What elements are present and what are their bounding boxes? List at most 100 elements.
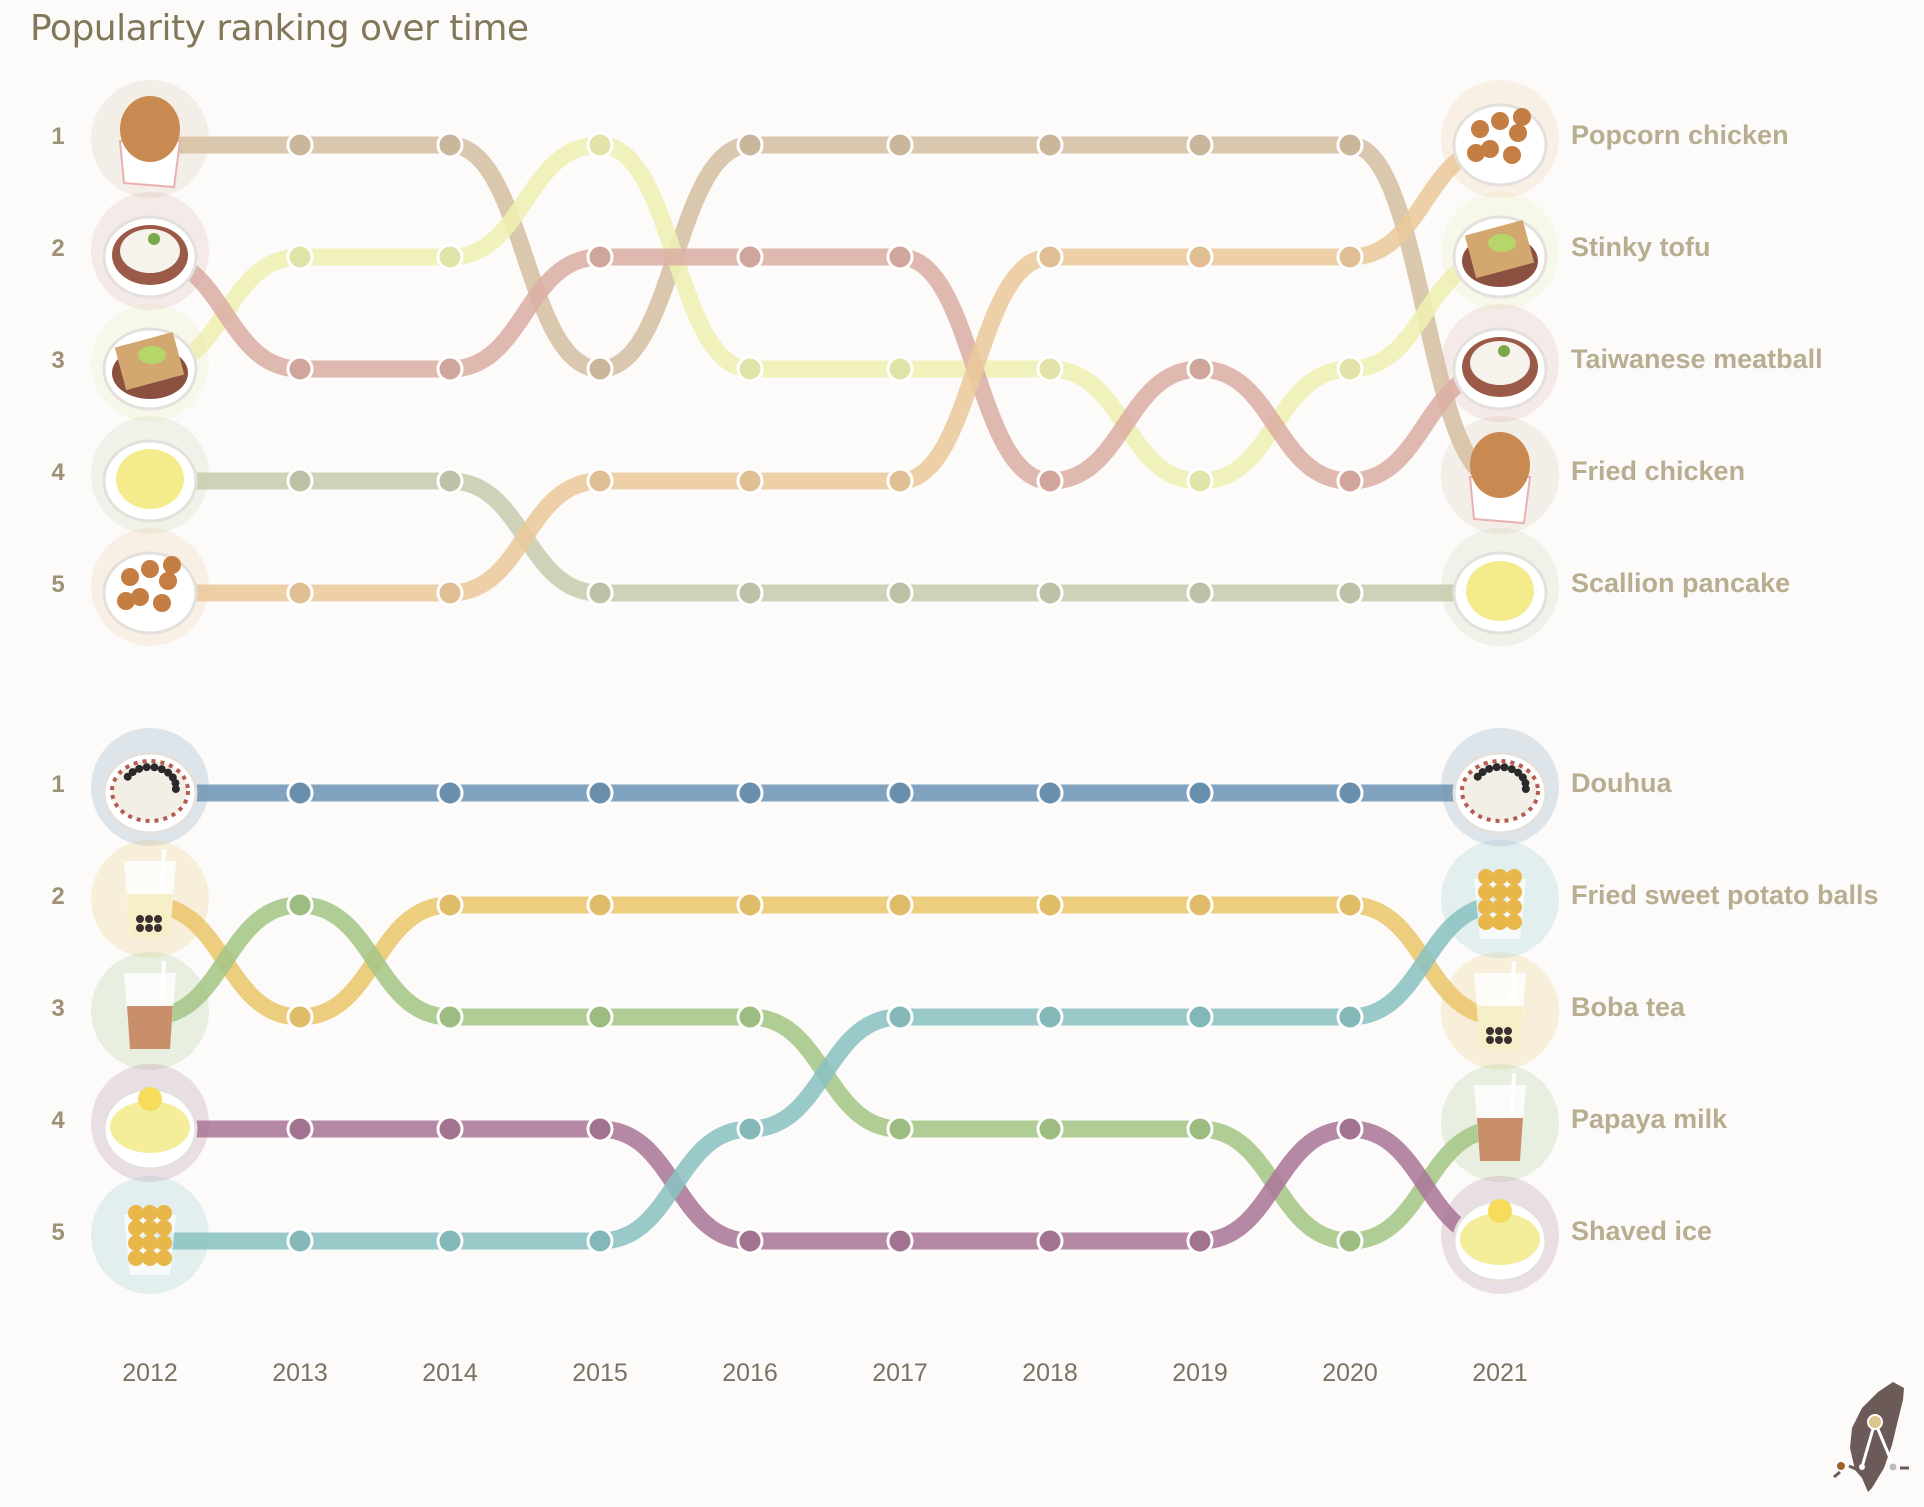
data-point-douhua[interactable] <box>1036 779 1064 807</box>
data-point-boba-tea[interactable] <box>736 891 764 919</box>
data-point-scallion-pancake[interactable] <box>736 579 764 607</box>
data-point-fried-sweet-potato-balls[interactable] <box>886 1003 914 1031</box>
data-point-shaved-ice[interactable] <box>286 1115 314 1143</box>
data-point-scallion-pancake[interactable] <box>1186 579 1214 607</box>
data-point-scallion-pancake[interactable] <box>436 467 464 495</box>
red-bean <box>171 784 180 793</box>
data-point-papaya-milk[interactable] <box>1036 1115 1064 1143</box>
boba-tea-icon <box>1441 952 1559 1070</box>
data-point-shaved-ice[interactable] <box>1186 1227 1214 1255</box>
red-bean <box>157 765 166 774</box>
potato-ball <box>142 1220 158 1236</box>
papaya-milk-icon <box>1441 1064 1559 1182</box>
data-point-popcorn-chicken[interactable] <box>1186 243 1214 271</box>
data-point-scallion-pancake[interactable] <box>1036 579 1064 607</box>
data-point-taiwanese-meatball[interactable] <box>436 355 464 383</box>
data-point-papaya-milk[interactable] <box>1186 1115 1214 1143</box>
data-point-fried-chicken[interactable] <box>1186 131 1214 159</box>
data-point-papaya-milk[interactable] <box>436 1003 464 1031</box>
data-point-fried-sweet-potato-balls[interactable] <box>1336 1003 1364 1031</box>
data-point-popcorn-chicken[interactable] <box>1036 243 1064 271</box>
data-point-stinky-tofu[interactable] <box>886 355 914 383</box>
data-point-douhua[interactable] <box>586 779 614 807</box>
data-point-papaya-milk[interactable] <box>586 1003 614 1031</box>
data-point-popcorn-chicken[interactable] <box>286 579 314 607</box>
data-point-popcorn-chicken[interactable] <box>736 467 764 495</box>
series-line-fried-sweet-potato-balls <box>141 896 1509 1250</box>
data-point-stinky-tofu[interactable] <box>586 131 614 159</box>
data-point-boba-tea[interactable] <box>1186 891 1214 919</box>
data-point-fried-chicken[interactable] <box>1336 131 1364 159</box>
shaved-ice-mound <box>1460 1213 1540 1265</box>
series-line-taiwanese-meatball <box>141 248 1509 490</box>
taiwanese-meatball-icon <box>1441 304 1559 422</box>
data-point-douhua[interactable] <box>436 779 464 807</box>
data-point-taiwanese-meatball[interactable] <box>586 243 614 271</box>
data-point-douhua[interactable] <box>286 779 314 807</box>
data-point-taiwanese-meatball[interactable] <box>1186 355 1214 383</box>
data-point-fried-sweet-potato-balls[interactable] <box>586 1227 614 1255</box>
data-point-taiwanese-meatball[interactable] <box>736 243 764 271</box>
data-point-boba-tea[interactable] <box>1336 891 1364 919</box>
data-point-popcorn-chicken[interactable] <box>886 467 914 495</box>
data-point-shaved-ice[interactable] <box>736 1227 764 1255</box>
data-point-shaved-ice[interactable] <box>1036 1227 1064 1255</box>
data-point-fried-sweet-potato-balls[interactable] <box>1036 1003 1064 1031</box>
data-point-fried-chicken[interactable] <box>586 355 614 383</box>
potato-ball <box>1492 869 1508 885</box>
data-point-fried-chicken[interactable] <box>436 131 464 159</box>
data-point-stinky-tofu[interactable] <box>436 243 464 271</box>
data-point-douhua[interactable] <box>886 779 914 807</box>
data-point-scallion-pancake[interactable] <box>1336 579 1364 607</box>
potato-ball <box>1506 884 1522 900</box>
data-point-taiwanese-meatball[interactable] <box>886 243 914 271</box>
potato-ball <box>156 1205 172 1221</box>
data-point-stinky-tofu[interactable] <box>1336 355 1364 383</box>
data-point-scallion-pancake[interactable] <box>886 579 914 607</box>
data-point-stinky-tofu[interactable] <box>286 243 314 271</box>
data-point-fried-sweet-potato-balls[interactable] <box>436 1227 464 1255</box>
data-point-fried-chicken[interactable] <box>736 131 764 159</box>
data-point-fried-sweet-potato-balls[interactable] <box>736 1115 764 1143</box>
data-point-popcorn-chicken[interactable] <box>586 467 614 495</box>
data-point-fried-chicken[interactable] <box>886 131 914 159</box>
data-point-popcorn-chicken[interactable] <box>436 579 464 607</box>
logo-dot <box>1859 1464 1865 1470</box>
data-point-shaved-ice[interactable] <box>1336 1115 1364 1143</box>
data-point-boba-tea[interactable] <box>286 1003 314 1031</box>
data-point-fried-chicken[interactable] <box>286 131 314 159</box>
data-point-stinky-tofu[interactable] <box>1186 467 1214 495</box>
data-point-fried-chicken[interactable] <box>1036 131 1064 159</box>
data-point-douhua[interactable] <box>736 779 764 807</box>
data-point-scallion-pancake[interactable] <box>586 579 614 607</box>
data-point-taiwanese-meatball[interactable] <box>1036 467 1064 495</box>
red-bean <box>1521 779 1530 788</box>
data-point-boba-tea[interactable] <box>1036 891 1064 919</box>
rank-label: 1 <box>51 771 64 798</box>
data-point-shaved-ice[interactable] <box>586 1115 614 1143</box>
data-point-shaved-ice[interactable] <box>886 1227 914 1255</box>
data-point-fried-sweet-potato-balls[interactable] <box>1186 1003 1214 1031</box>
data-point-shaved-ice[interactable] <box>436 1115 464 1143</box>
stinky-tofu-icon <box>1441 192 1559 310</box>
red-bean <box>1500 763 1509 772</box>
potato-ball <box>1492 914 1508 930</box>
data-point-douhua[interactable] <box>1336 779 1364 807</box>
data-point-scallion-pancake[interactable] <box>286 467 314 495</box>
data-point-taiwanese-meatball[interactable] <box>1336 467 1364 495</box>
data-point-papaya-milk[interactable] <box>286 891 314 919</box>
data-point-popcorn-chicken[interactable] <box>1336 243 1364 271</box>
data-point-taiwanese-meatball[interactable] <box>286 355 314 383</box>
data-point-boba-tea[interactable] <box>886 891 914 919</box>
data-point-stinky-tofu[interactable] <box>1036 355 1064 383</box>
data-point-papaya-milk[interactable] <box>736 1003 764 1031</box>
data-point-boba-tea[interactable] <box>586 891 614 919</box>
data-point-fried-sweet-potato-balls[interactable] <box>286 1227 314 1255</box>
year-tick-label: 2021 <box>1472 1359 1528 1387</box>
data-point-boba-tea[interactable] <box>436 891 464 919</box>
data-point-douhua[interactable] <box>1186 779 1214 807</box>
data-point-papaya-milk[interactable] <box>886 1115 914 1143</box>
data-point-papaya-milk[interactable] <box>1336 1227 1364 1255</box>
data-point-stinky-tofu[interactable] <box>736 355 764 383</box>
